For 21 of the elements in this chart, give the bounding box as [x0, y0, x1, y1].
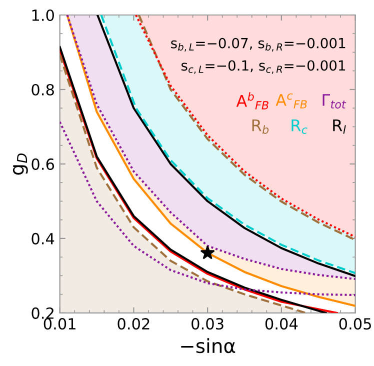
y-tick-label: 0.4: [32, 232, 54, 244]
y-axis-title: g$_{D}$: [12, 153, 28, 175]
text: Γ$_{tot}$: [322, 94, 346, 109]
x-tick-label: 0.02: [118, 318, 150, 330]
annotation: s$_{b,L}$=−0.07, s$_{b,R}$=−0.001: [171, 38, 346, 52]
x-tick-label: 0.01: [44, 318, 76, 330]
text: R$_{l}$: [333, 119, 346, 134]
y-tick-label: 0.8: [32, 84, 54, 96]
text: R$_{b}$: [252, 119, 269, 134]
text: A$^{c}$$_{FB}$: [276, 93, 307, 108]
annotation: s$_{c,L}$=−0.1, s$_{c,R}$=−0.001: [181, 60, 346, 74]
line-series: [60, 120, 356, 296]
text: R$_{c}$: [292, 119, 308, 134]
text: A$^{b}$$_{FB}$: [236, 92, 268, 110]
x-axis-title: −sinα: [181, 338, 236, 354]
x-tick-label: 0.05: [339, 318, 371, 330]
x-tick-label: 0.04: [265, 318, 298, 330]
y-tick-label: 0.6: [32, 158, 54, 170]
x-tick-label: 0.03: [192, 318, 224, 330]
y-tick-label: 0.2: [32, 307, 54, 319]
y-tick-label: 1.0: [32, 9, 54, 22]
